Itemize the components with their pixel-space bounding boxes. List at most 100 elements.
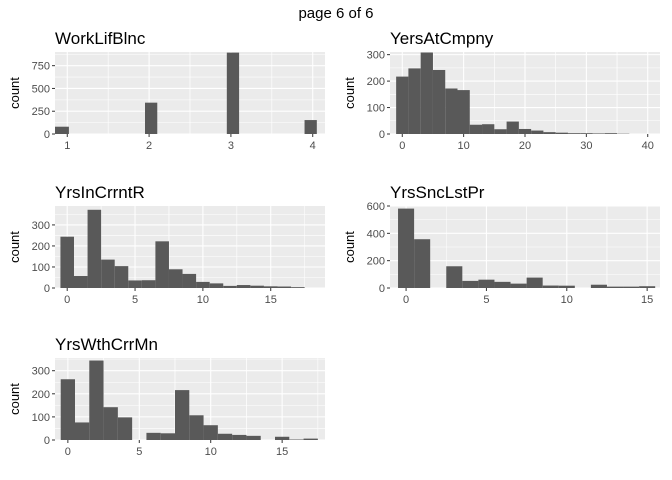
y-tick-label: 0 [44, 129, 50, 141]
y-tick-label: 200 [32, 389, 50, 401]
histogram-bar [606, 286, 624, 288]
y-tick-label: 500 [32, 83, 50, 95]
y-tick-label: 0 [379, 283, 385, 295]
x-tick-label: 40 [642, 140, 654, 152]
histogram-bar [155, 241, 169, 288]
histogram-bar [101, 259, 115, 288]
histogram-bar [494, 129, 507, 134]
y-tick-label: 750 [32, 61, 50, 73]
histogram-bar [55, 126, 69, 134]
histogram-bar [482, 124, 495, 134]
histogram-bar [117, 417, 133, 440]
histogram-bar [558, 285, 575, 288]
histogram-bar [398, 208, 415, 288]
y-tick-label: 0 [44, 283, 50, 295]
chart-panel-3: YrsInCrrntR 0 5 10 15 0 100 200 300 count [7, 183, 325, 306]
x-tick-label: 1 [64, 140, 70, 152]
histogram-bar [160, 433, 175, 440]
x-tick-label: 5 [132, 294, 138, 306]
page-label: page 6 of 6 [298, 5, 373, 22]
histogram-bar [408, 68, 421, 134]
histogram-bar [567, 133, 581, 134]
histogram-bar [60, 379, 75, 440]
chart-panel-2: YersAtCmpny 0 10 20 30 40 0 100 200 300 count [342, 29, 660, 152]
histogram-bar [543, 132, 556, 134]
x-tick-label: 15 [641, 294, 653, 306]
x-tick-label: 5 [136, 446, 142, 458]
histogram-bar [457, 90, 470, 134]
histogram-bar [236, 285, 251, 288]
x-tick-label: 2 [146, 140, 152, 152]
chart-title: YrsInCrrntR [55, 183, 145, 202]
histogram-bar [604, 133, 618, 134]
histogram-bar [103, 407, 118, 440]
histogram-bar [217, 433, 233, 440]
y-tick-label: 200 [367, 76, 385, 88]
histogram-bar [175, 390, 190, 440]
y-tick-label: 100 [32, 262, 50, 274]
histogram-bar [531, 130, 544, 134]
histogram-bar [146, 432, 161, 440]
histogram-bar [196, 281, 210, 288]
histogram-bar [60, 236, 74, 288]
histogram-bar [445, 88, 458, 134]
histogram-bar [639, 286, 656, 288]
histogram-bar [623, 286, 640, 288]
y-tick-label: 600 [367, 201, 385, 213]
histogram-bar [223, 285, 237, 288]
chart-title: YrsSncLstPr [390, 183, 485, 202]
histogram-bar [145, 102, 158, 134]
y-tick-label: 100 [367, 103, 385, 115]
histogram-bar [469, 124, 483, 134]
x-tick-label: 10 [197, 294, 209, 306]
y-tick-label: 400 [367, 228, 385, 240]
x-tick-label: 10 [205, 446, 217, 458]
histogram-bar [232, 434, 247, 440]
histogram-bar [141, 280, 156, 288]
x-tick-label: 15 [276, 446, 288, 458]
y-tick-label: 100 [32, 412, 50, 424]
histogram-bar [277, 286, 292, 288]
histogram-bar [209, 283, 224, 288]
x-tick-label: 0 [65, 446, 71, 458]
y-axis-label: count [7, 231, 22, 263]
y-axis-label: count [342, 231, 357, 263]
chart-title: YrsWthCrrMn [55, 335, 158, 354]
histogram-bar [396, 76, 409, 134]
x-tick-label: 0 [403, 294, 409, 306]
x-tick-label: 30 [580, 140, 592, 152]
histogram-bar [592, 133, 605, 134]
x-tick-label: 3 [228, 140, 234, 152]
histogram-bar [250, 285, 264, 288]
histogram-bar [189, 415, 204, 440]
histogram-bar [494, 281, 511, 288]
histogram-bar [462, 280, 479, 288]
x-tick-label: 0 [64, 294, 70, 306]
histogram-bar [542, 285, 559, 288]
y-tick-label: 200 [32, 241, 50, 253]
histogram-bar [304, 120, 317, 134]
chart-title: WorkLifBlnc [55, 29, 146, 48]
y-tick-label: 200 [367, 256, 385, 268]
y-tick-label: 0 [379, 129, 385, 141]
histogram-bar [303, 438, 318, 440]
y-axis-label: count [7, 77, 22, 109]
histogram-bar [446, 266, 463, 288]
x-tick-label: 20 [519, 140, 531, 152]
histogram-bar [478, 279, 495, 288]
y-tick-label: 0 [44, 435, 50, 447]
histogram-bar [89, 360, 104, 440]
histogram-bar [414, 239, 431, 288]
histogram-bar [275, 436, 290, 440]
histogram-bar [518, 128, 532, 134]
chart-panel-1: WorkLifBlnc 1 2 3 4 0 250 500 750 count [7, 29, 325, 152]
y-tick-label: 300 [32, 366, 50, 378]
histogram-bar [203, 425, 218, 440]
histogram-bar [506, 121, 519, 134]
chart-title: YersAtCmpny [390, 29, 494, 48]
histogram-bar [128, 280, 142, 288]
histogram-bar [526, 277, 543, 288]
x-tick-label: 0 [399, 140, 405, 152]
x-tick-label: 15 [265, 294, 277, 306]
